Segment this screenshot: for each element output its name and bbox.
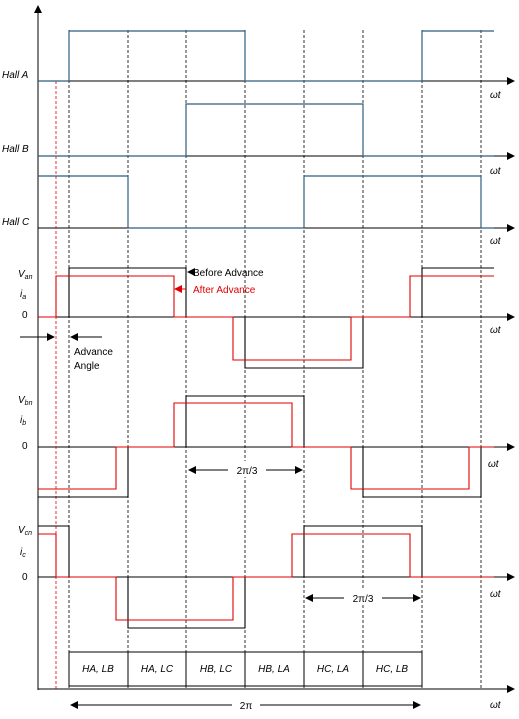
v-cn-label: Vcn — [18, 525, 32, 537]
commutation-table: HA, LB HA, LC HB, LC HB, LA HC, LA HC, L… — [68, 651, 423, 687]
omega-t-label: ωt — [490, 325, 502, 336]
i-a-label: ia — [20, 289, 26, 301]
row-labels: Hall A Hall B Hall C Van ia 0 Vbn ib 0 V… — [2, 70, 33, 583]
state-cell: HB, LC — [200, 664, 233, 675]
zero-label-a: 0 — [22, 310, 28, 321]
phase-c-waveforms — [38, 525, 494, 629]
omega-t-labels: ωt ωt ωt ωt ωt ωt ωt — [488, 90, 502, 711]
v-bn-before — [38, 395, 494, 498]
advance-angle-label: Angle — [74, 361, 100, 372]
v-bn-label: Vbn — [18, 395, 33, 407]
state-cell: HC, LA — [317, 664, 350, 675]
state-cell: HB, LA — [258, 664, 290, 675]
i-b-label: ib — [20, 415, 26, 427]
i-b-after — [38, 402, 494, 490]
zero-label-b: 0 — [22, 441, 28, 452]
hall-a-label: Hall A — [2, 70, 29, 81]
advance-angle-label: Advance — [74, 347, 113, 358]
i-a-after — [38, 275, 494, 361]
after-advance-label: After Advance — [193, 285, 256, 296]
two-pi-label: 2π — [240, 701, 253, 712]
zero-label-c: 0 — [22, 572, 28, 583]
state-cell: HA, LC — [141, 664, 174, 675]
i-c-after — [38, 533, 494, 621]
hall-b-label: Hall B — [2, 144, 29, 155]
two-pi-over-3-label-b: 2π/3 — [237, 466, 258, 477]
hall-c-label: Hall C — [2, 217, 30, 228]
omega-t-label: ωt — [490, 700, 502, 711]
two-pi-over-3-label-c: 2π/3 — [353, 594, 374, 605]
hall-a-waveform — [38, 30, 494, 82]
state-cell: HA, LB — [82, 664, 114, 675]
hall-b-waveform — [38, 103, 494, 157]
omega-t-label: ωt — [488, 459, 500, 470]
hall-c-waveform — [38, 175, 494, 229]
phase-b-waveforms — [38, 395, 494, 498]
before-advance-label: Before Advance — [193, 268, 264, 279]
omega-t-label: ωt — [490, 236, 502, 247]
state-cell: HC, LB — [376, 664, 409, 675]
v-cn-before — [38, 525, 494, 629]
omega-t-label: ωt — [490, 589, 502, 600]
hall-signals — [38, 30, 494, 229]
omega-t-label: ωt — [490, 90, 502, 101]
v-an-label: Van — [18, 269, 33, 281]
i-c-label: ic — [20, 547, 26, 559]
phase-a-waveforms — [38, 267, 494, 369]
annotations: Before Advance After Advance Advance Ang… — [20, 268, 421, 712]
horizontal-axes — [38, 77, 515, 693]
omega-t-label: ωt — [490, 166, 502, 177]
